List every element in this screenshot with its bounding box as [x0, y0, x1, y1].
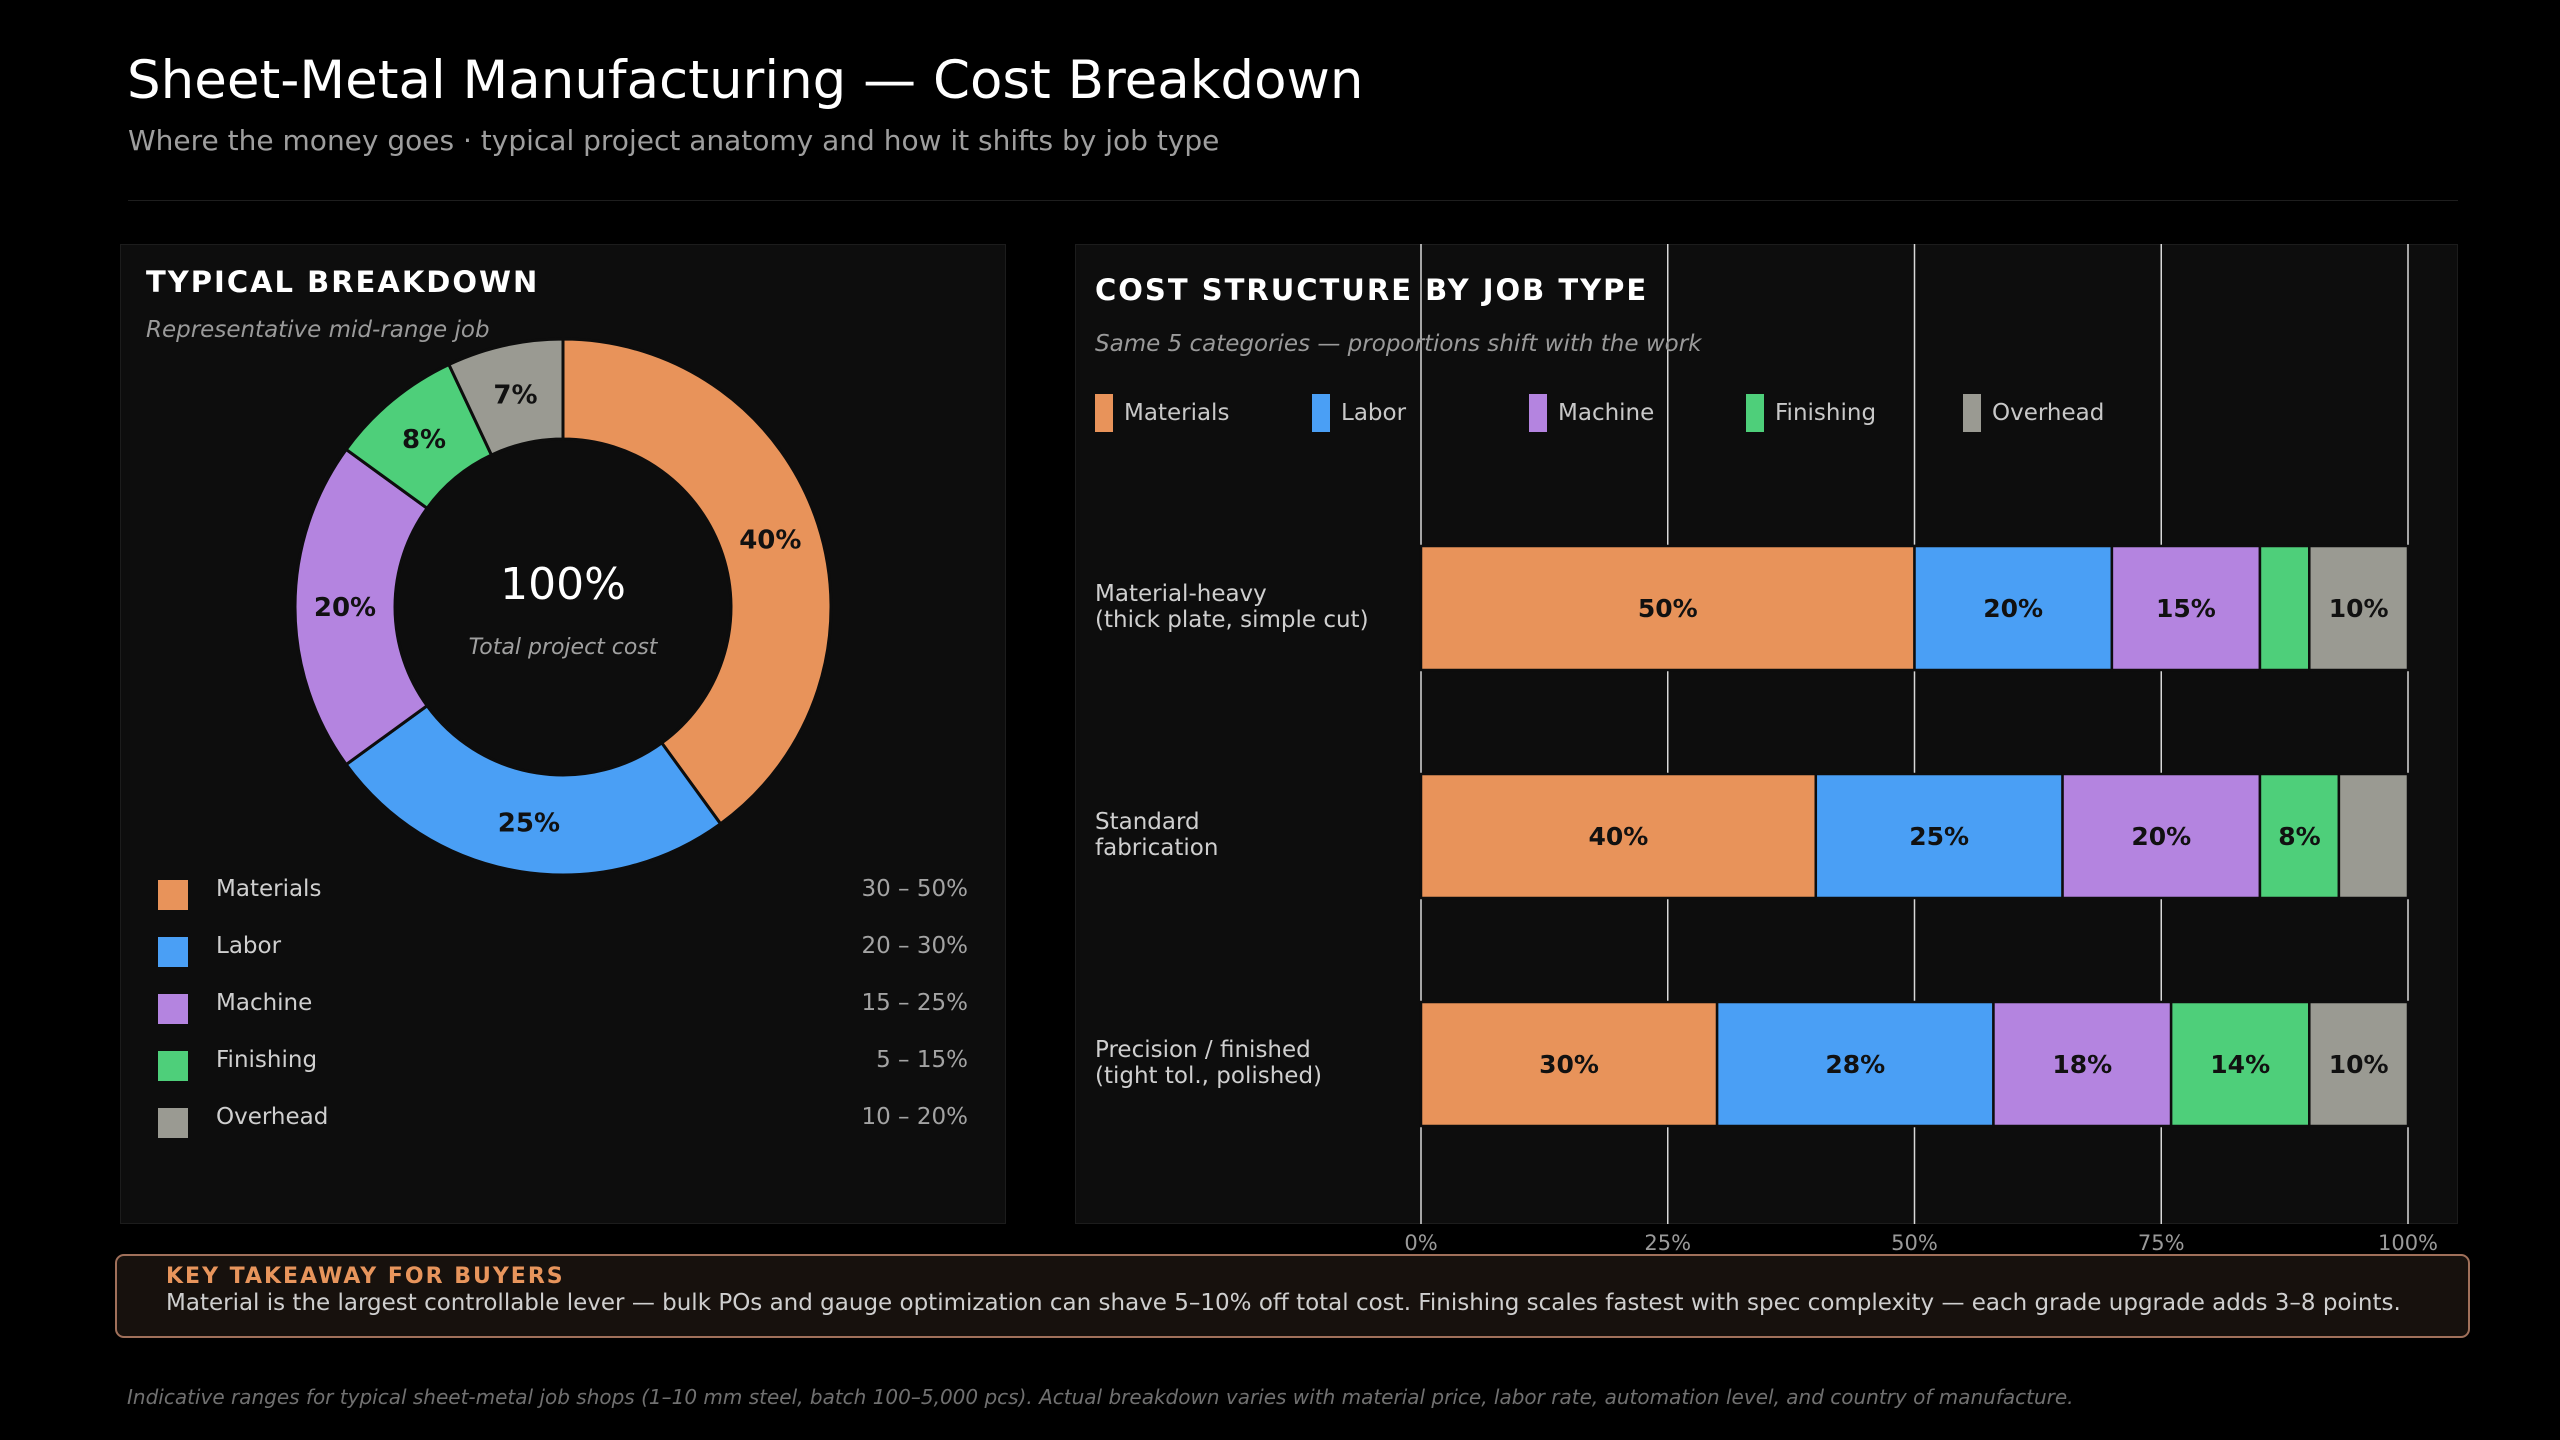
bar-label-overhead: 10%	[2329, 1050, 2389, 1079]
donut-center-label: Total project cost	[469, 635, 659, 660]
job-type-title: COST STRUCTURE BY JOB TYPE	[1095, 273, 1649, 307]
bar-segment-overhead	[2308, 1000, 2410, 1128]
bar-segment-materials	[1419, 1000, 1719, 1128]
bar-legend-label-overhead: Overhead	[1992, 400, 2105, 426]
donut-label-machine: 20%	[314, 593, 376, 623]
donut-slice-machine	[293, 447, 430, 767]
category-label-material-heavy: Material-heavy (thick plate, simple cut)	[1095, 581, 1369, 633]
bar-label-finishing: 8%	[2278, 822, 2320, 851]
legend-row-finishing: Finishing 5 – 15%	[158, 1045, 968, 1085]
bar-label-labor: 25%	[1909, 822, 1969, 851]
key-takeaway-box	[115, 1254, 2470, 1338]
legend-row-machine: Machine 15 – 25%	[158, 988, 968, 1028]
x-tick-label: 100%	[2378, 1231, 2438, 1255]
page-title: Sheet-Metal Manufacturing — Cost Breakdo…	[127, 50, 1364, 111]
bar-segment-machine	[2110, 544, 2262, 672]
legend-swatch-finishing	[158, 1051, 188, 1081]
category-label-line: Precision / finished	[1095, 1037, 1311, 1063]
bar-segment-machine	[1992, 1000, 2173, 1128]
bar-legend-swatch-labor	[1312, 394, 1330, 432]
bar-label-finishing: 14%	[2210, 1050, 2270, 1079]
legend-swatch-overhead	[158, 1108, 188, 1138]
category-label-line: (tight tol., polished)	[1095, 1063, 1323, 1089]
bar-segment-materials	[1419, 772, 1818, 900]
legend-label-machine: Machine	[216, 990, 313, 1016]
donut-label-overhead: 7%	[493, 380, 537, 410]
bar-legend-label-machine: Machine	[1558, 400, 1655, 426]
donut-slice-labor	[344, 703, 723, 877]
legend-label-materials: Materials	[216, 876, 322, 902]
bar-label-machine: 15%	[2156, 594, 2216, 623]
category-label-line: (thick plate, simple cut)	[1095, 607, 1369, 633]
bar-segment-labor	[1715, 1000, 1995, 1128]
bar-label-labor: 28%	[1825, 1050, 1885, 1079]
page-subtitle: Where the money goes · typical project a…	[128, 124, 1220, 157]
bar-label-materials: 50%	[1638, 594, 1698, 623]
header-divider	[128, 200, 2458, 201]
category-label-line: Material-heavy	[1095, 581, 1267, 607]
legend-range-overhead: 10 – 20%	[861, 1104, 968, 1130]
bar-label-labor: 20%	[1983, 594, 2043, 623]
key-takeaway-body: Material is the largest controllable lev…	[166, 1290, 2401, 1316]
bar-legend-swatch-overhead	[1963, 394, 1981, 432]
donut-slice-materials	[561, 337, 833, 826]
bar-label-materials: 40%	[1588, 822, 1648, 851]
donut-label-labor: 25%	[498, 808, 560, 838]
bar-legend-label-finishing: Finishing	[1775, 400, 1877, 426]
legend-row-overhead: Overhead 10 – 20%	[158, 1102, 968, 1142]
legend-range-labor: 20 – 30%	[861, 933, 968, 959]
bar-legend-swatch-materials	[1095, 394, 1113, 432]
x-tick-label: 25%	[1644, 1231, 1691, 1255]
bar-label-materials: 30%	[1539, 1050, 1599, 1079]
bar-legend-swatch-machine	[1529, 394, 1547, 432]
job-type-subtitle: Same 5 categories — proportions shift wi…	[1095, 331, 1702, 357]
donut-center-value: 100%	[500, 559, 626, 610]
bar-segment-finishing	[2169, 1000, 2311, 1128]
bar-label-machine: 18%	[2052, 1050, 2112, 1079]
bar-segment-labor	[1814, 772, 2064, 900]
bar-label-machine: 20%	[2131, 822, 2191, 851]
x-tick-label: 50%	[1891, 1231, 1938, 1255]
legend-range-machine: 15 – 25%	[861, 990, 968, 1016]
x-tick-label: 75%	[2138, 1231, 2185, 1255]
donut-label-materials: 40%	[739, 526, 801, 556]
legend-label-overhead: Overhead	[216, 1104, 329, 1130]
donut-chart: 40% 25% 20% 8% 7% 100% Total project cost	[293, 337, 833, 877]
legend-label-finishing: Finishing	[216, 1047, 318, 1073]
legend-range-materials: 30 – 50%	[861, 876, 968, 902]
footnote: Indicative ranges for typical sheet-meta…	[127, 1385, 2074, 1409]
key-takeaway-heading: KEY TAKEAWAY FOR BUYERS	[166, 1264, 565, 1289]
x-tick-label: 0%	[1404, 1231, 1437, 1255]
legend-range-finishing: 5 – 15%	[876, 1047, 968, 1073]
bar-label-overhead: 10%	[2329, 594, 2389, 623]
bar-segment-overhead	[2308, 544, 2410, 672]
donut-slice-overhead	[446, 337, 565, 457]
legend-swatch-labor	[158, 937, 188, 967]
bar-legend-label-labor: Labor	[1341, 400, 1407, 426]
bar-segment-materials	[1419, 544, 1916, 672]
typical-breakdown-subtitle: Representative mid-range job	[146, 317, 490, 343]
donut-label-finishing: 8%	[402, 425, 446, 455]
category-label-line: fabrication	[1095, 835, 1219, 861]
bar-segment-machine	[2061, 772, 2262, 900]
legend-row-labor: Labor 20 – 30%	[158, 931, 968, 971]
bar-legend-label-materials: Materials	[1124, 400, 1230, 426]
legend-row-materials: Materials 30 – 50%	[158, 874, 968, 914]
typical-breakdown-title: TYPICAL BREAKDOWN	[146, 265, 540, 299]
bar-segment-finishing	[2258, 544, 2311, 672]
category-label-precision: Precision / finished (tight tol., polish…	[1095, 1037, 1322, 1089]
legend-label-labor: Labor	[216, 933, 282, 959]
bar-segment-labor	[1913, 544, 2114, 672]
bar-segment-finishing	[2258, 772, 2341, 900]
category-label-standard: Standard fabrication	[1095, 809, 1218, 861]
bar-segment-overhead	[2337, 772, 2410, 900]
bar-legend-swatch-finishing	[1746, 394, 1764, 432]
category-label-line: Standard	[1095, 809, 1200, 835]
legend-swatch-materials	[158, 880, 188, 910]
legend-swatch-machine	[158, 994, 188, 1024]
